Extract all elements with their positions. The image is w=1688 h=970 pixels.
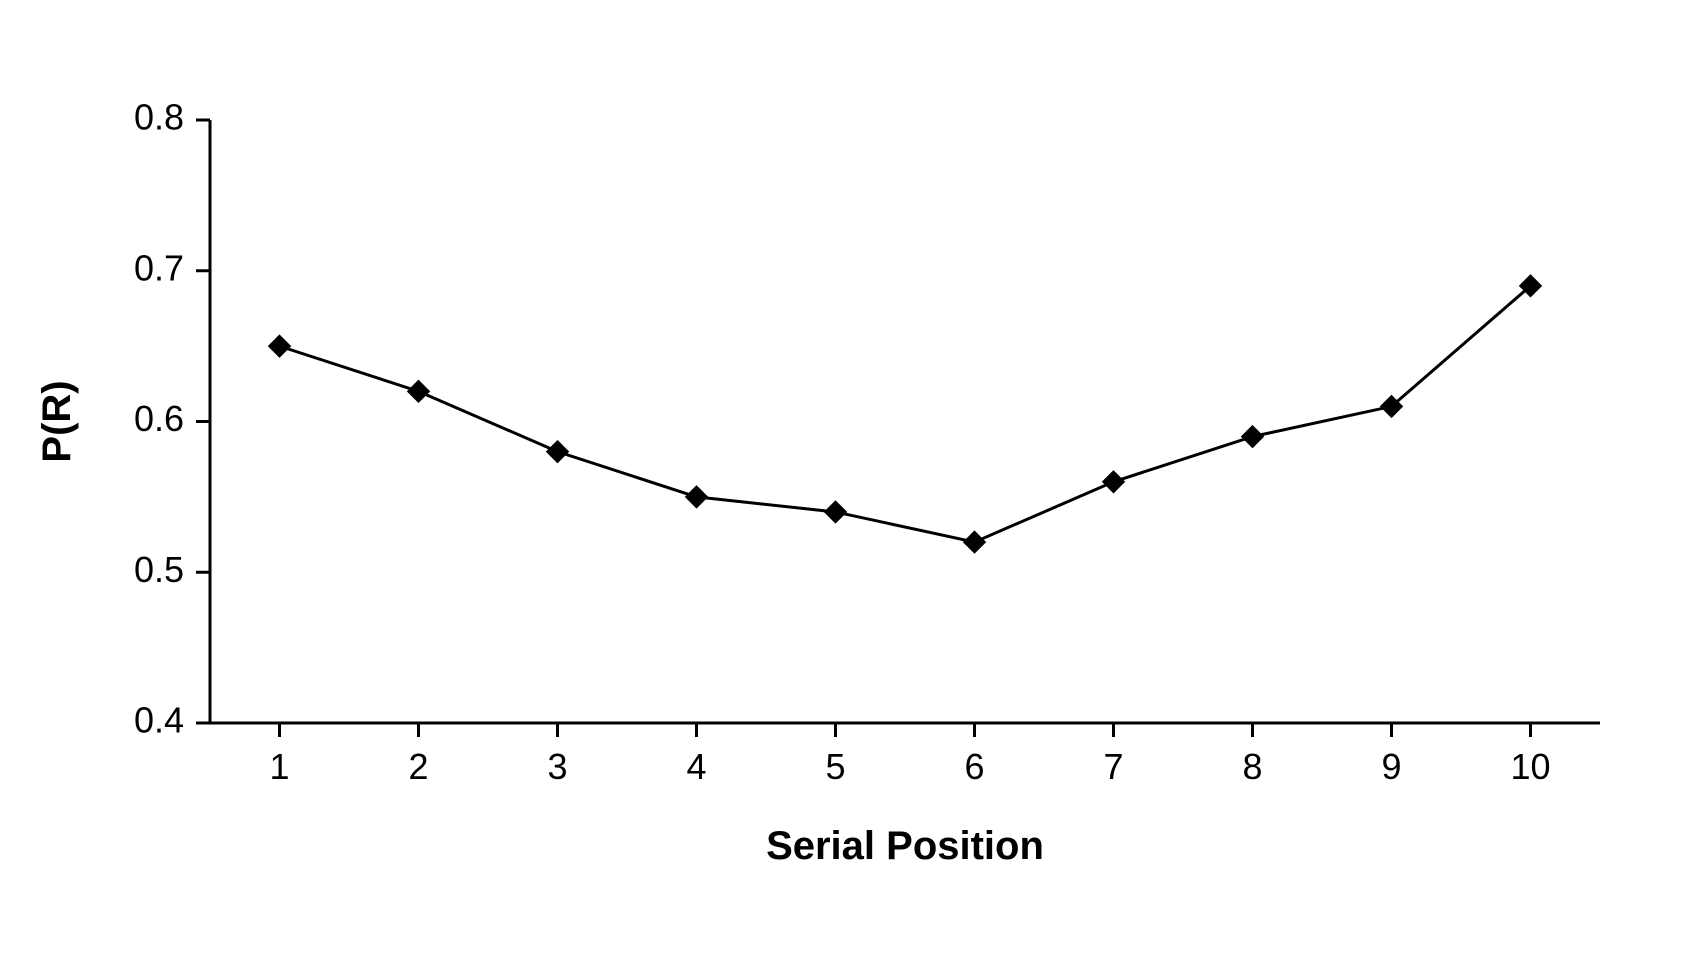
x-tick-label: 4: [686, 746, 706, 787]
x-tick-label: 8: [1242, 746, 1262, 787]
chart-svg: 0.4 0.5 0.6 0.7 0.8 1 2 3 4 5 6 7 8 9 10 P(R) Serial Pos…: [0, 0, 1688, 970]
y-tick-label: 0.4: [134, 700, 184, 741]
x-tick-label: 6: [964, 746, 984, 787]
x-tick-label: 7: [1103, 746, 1123, 787]
x-axis-title: Serial Position: [766, 824, 1044, 868]
y-tick-label: 0.6: [134, 398, 184, 439]
x-tick-label: 9: [1381, 746, 1401, 787]
y-tick-label: 0.5: [134, 549, 184, 590]
y-tick-label: 0.8: [134, 97, 184, 138]
serial-position-chart: 0.4 0.5 0.6 0.7 0.8 1 2 3 4 5 6 7 8 9 10 P(R) Serial Pos…: [0, 0, 1688, 970]
x-tick-label: 1: [269, 746, 289, 787]
x-tick-label: 3: [547, 746, 567, 787]
x-tick-label: 10: [1510, 746, 1550, 787]
y-tick-label: 0.7: [134, 247, 184, 288]
x-tick-label: 5: [825, 746, 845, 787]
y-axis-title: P(R): [35, 380, 79, 462]
x-tick-label: 2: [408, 746, 428, 787]
